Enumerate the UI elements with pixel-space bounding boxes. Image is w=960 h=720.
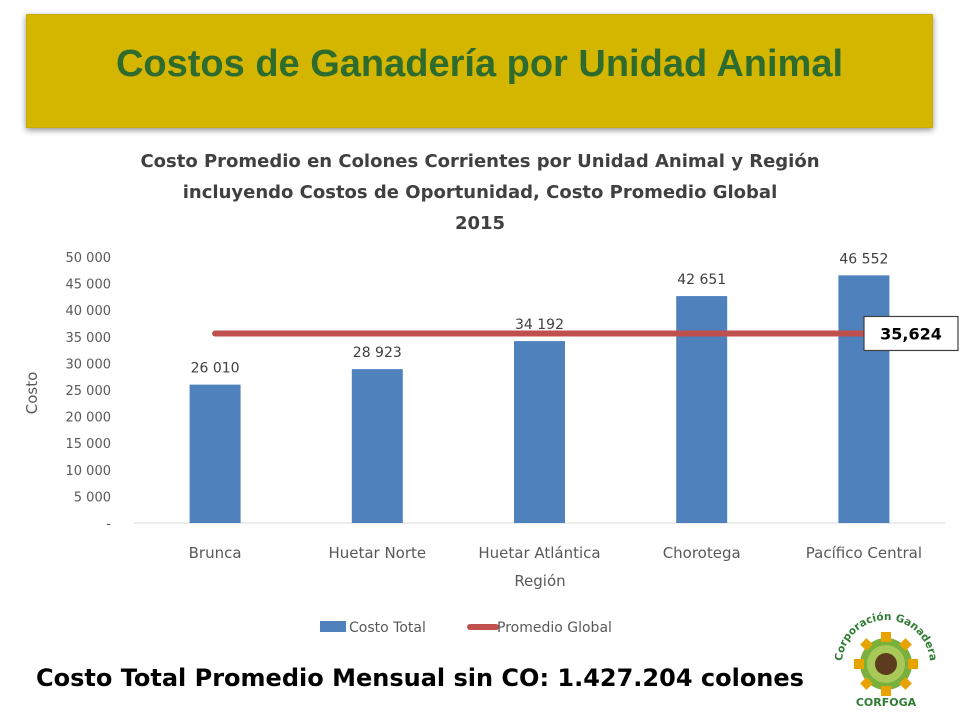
y-tick-label: 30 000 xyxy=(66,357,112,372)
bottom-note: Costo Total Promedio Mensual sin CO: 1.4… xyxy=(36,664,804,692)
y-tick-label: 5 000 xyxy=(74,490,111,505)
y-axis-label: Costo xyxy=(23,372,41,415)
bar-2 xyxy=(514,341,565,523)
average-label-box xyxy=(863,315,959,352)
x-tick-label: Huetar Atlántica xyxy=(478,544,600,562)
y-tick-label: 40 000 xyxy=(66,304,112,319)
x-tick-label: Pacífico Central xyxy=(806,544,922,562)
y-tick-label: 45 000 xyxy=(66,278,112,293)
svg-text:CORFOGA: CORFOGA xyxy=(856,696,917,709)
y-tick-label: 35 000 xyxy=(66,331,112,346)
bar-value-label: 34 192 xyxy=(515,317,564,333)
corfoga-logo: Corporación Ganadera CORFOGA xyxy=(833,611,939,709)
bar-value-label: 46 552 xyxy=(839,251,888,267)
y-tick-label: 50 000 xyxy=(66,251,112,266)
y-tick-label: 15 000 xyxy=(66,437,112,452)
x-axis-label: Región xyxy=(514,572,565,590)
bars xyxy=(189,275,890,523)
x-axis-ticks: Brunca Huetar Norte Huetar Atlántica Chorot… xyxy=(189,544,922,562)
average-line-group: 35,624 xyxy=(212,315,959,352)
bar-1 xyxy=(351,369,403,523)
x-tick-label: Brunca xyxy=(189,544,242,562)
title-banner: Costos de Ganadería por Unidad Animal xyxy=(26,14,933,128)
y-tick-label: 20 000 xyxy=(66,411,112,426)
chart-title-line-3: 2015 xyxy=(454,213,506,234)
y-tick-label: - xyxy=(106,517,111,532)
legend-label-costo-total: Costo Total xyxy=(349,620,426,636)
legend-label-promedio-global: Promedio Global xyxy=(497,620,612,636)
page-title: Costos de Ganadería por Unidad Animal xyxy=(115,43,844,85)
bar-labels: 26 010 28 923 34 192 42 651 46 552 xyxy=(191,251,889,376)
legend: Costo Total Promedio Global xyxy=(320,620,612,636)
legend-swatch-costo-total xyxy=(320,621,346,632)
chart-title-line-1: Costo Promedio en Colones Corrientes por… xyxy=(140,151,820,172)
x-tick-label: Huetar Norte xyxy=(328,544,426,562)
bar-value-label: 42 651 xyxy=(677,272,726,288)
bar-3 xyxy=(676,296,728,523)
bar-0 xyxy=(189,384,241,523)
average-label: 35,624 xyxy=(880,324,942,343)
x-tick-label: Chorotega xyxy=(663,544,741,562)
chart-title: Costo Promedio en Colones Corrientes por… xyxy=(0,146,960,239)
bar-value-label: 26 010 xyxy=(191,361,240,377)
chart-title-line-2: incluyendo Costos de Oportunidad, Costo … xyxy=(182,182,778,203)
y-tick-label: 25 000 xyxy=(66,384,112,399)
bar-4 xyxy=(838,275,890,523)
y-axis-ticks: - 5 000 10 000 15 000 20 000 25 000 30 000 35 0… xyxy=(66,251,112,532)
bar-value-label: 28 923 xyxy=(353,345,402,361)
y-tick-label: 10 000 xyxy=(66,464,112,479)
